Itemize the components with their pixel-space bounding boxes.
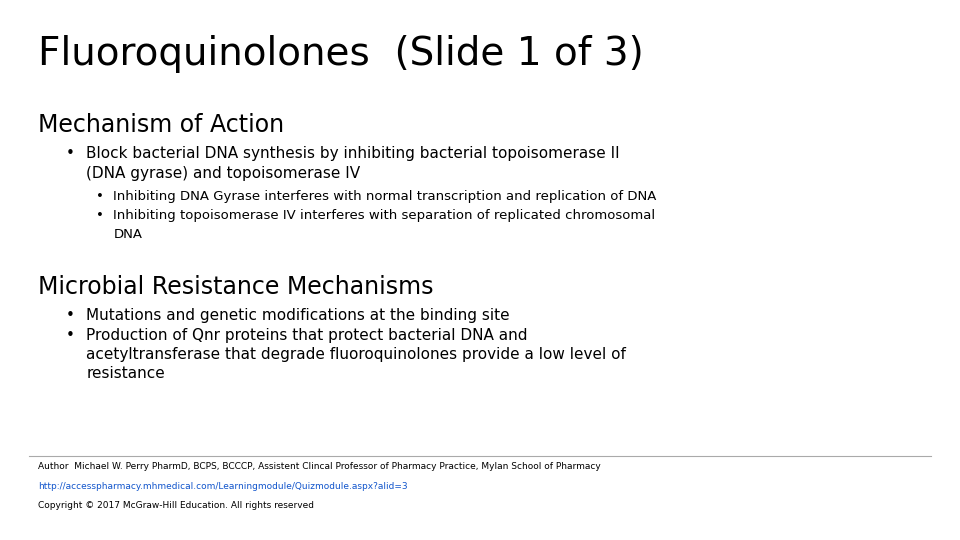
- Text: Mutations and genetic modifications at the binding site: Mutations and genetic modifications at t…: [86, 308, 510, 323]
- Text: •: •: [65, 328, 74, 343]
- Text: Copyright © 2017 McGraw-Hill Education. All rights reserved: Copyright © 2017 McGraw-Hill Education. …: [38, 501, 314, 510]
- Text: Inhibiting topoisomerase IV interferes with separation of replicated chromosomal: Inhibiting topoisomerase IV interferes w…: [113, 209, 656, 222]
- Text: Inhibiting DNA Gyrase interferes with normal transcription and replication of DN: Inhibiting DNA Gyrase interferes with no…: [113, 190, 657, 203]
- Text: •: •: [96, 209, 104, 222]
- Text: •: •: [96, 190, 104, 203]
- Text: Block bacterial DNA synthesis by inhibiting bacterial topoisomerase II: Block bacterial DNA synthesis by inhibit…: [86, 146, 620, 161]
- Text: Author  Michael W. Perry PharmD, BCPS, BCCCP, Assistent Clincal Professor of Pha: Author Michael W. Perry PharmD, BCPS, BC…: [38, 462, 601, 471]
- Text: http://accesspharmacy.mhmedical.com/Learningmodule/Quizmodule.aspx?alid=3: http://accesspharmacy.mhmedical.com/Lear…: [38, 482, 408, 491]
- Text: Microbial Resistance Mechanisms: Microbial Resistance Mechanisms: [38, 275, 434, 299]
- Text: acetyltransferase that degrade fluoroquinolones provide a low level of: acetyltransferase that degrade fluoroqui…: [86, 347, 626, 362]
- Text: Fluoroquinolones  (Slide 1 of 3): Fluoroquinolones (Slide 1 of 3): [38, 35, 644, 73]
- Text: •: •: [65, 146, 74, 161]
- Text: Production of Qnr proteins that protect bacterial DNA and: Production of Qnr proteins that protect …: [86, 328, 528, 343]
- Text: (DNA gyrase) and topoisomerase IV: (DNA gyrase) and topoisomerase IV: [86, 166, 361, 181]
- Text: •: •: [65, 308, 74, 323]
- Text: Mechanism of Action: Mechanism of Action: [38, 113, 284, 137]
- Text: DNA: DNA: [113, 228, 142, 241]
- Text: resistance: resistance: [86, 366, 165, 381]
